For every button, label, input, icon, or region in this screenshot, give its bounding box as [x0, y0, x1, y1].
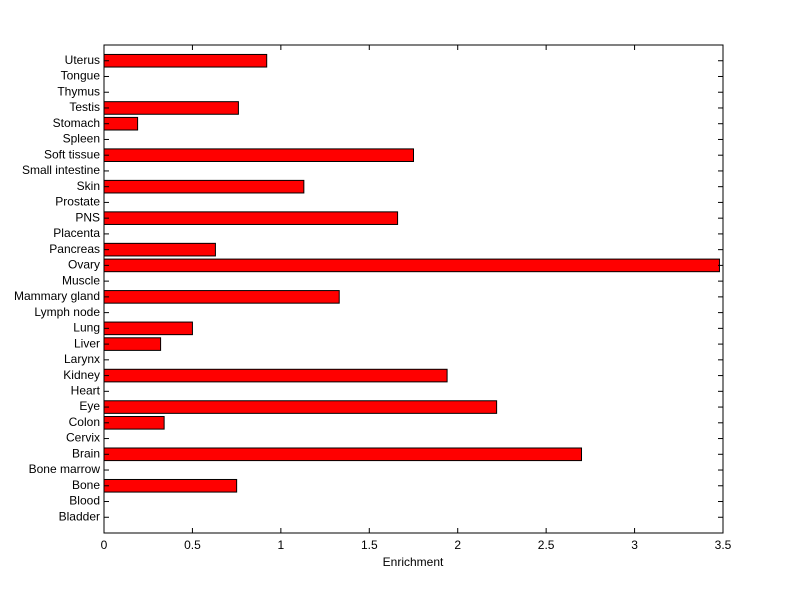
y-tick-label: Spleen: [63, 132, 100, 146]
y-tick-label: Ovary: [68, 258, 100, 272]
y-tick-label: Colon: [69, 415, 100, 429]
x-axis-label: Enrichment: [383, 555, 444, 569]
y-tick-label: Bladder: [59, 509, 100, 523]
bar: [103, 101, 239, 115]
y-tick-label: Pancreas: [49, 242, 100, 256]
y-tick-label: Tongue: [61, 69, 101, 83]
bar: [103, 416, 165, 430]
x-tick-label: 2: [454, 538, 461, 552]
bar: [103, 321, 193, 336]
x-tick-label: 1.5: [361, 538, 378, 552]
bar: [103, 368, 448, 383]
x-tick-label: 0.5: [184, 538, 201, 552]
y-tick-label: Prostate: [55, 195, 100, 209]
y-tick-label: Eye: [79, 399, 100, 413]
y-tick-label: Lung: [73, 321, 100, 335]
bar: [103, 242, 216, 257]
y-tick-label: Testis: [69, 100, 100, 114]
x-tick-label: 0: [101, 538, 108, 552]
y-tick-label: Liver: [74, 336, 100, 350]
y-tick-label: Thymus: [57, 84, 100, 98]
y-tick-label: Soft tissue: [44, 147, 100, 161]
y-tick-label: Larynx: [64, 352, 100, 366]
bar: [103, 400, 498, 414]
bar: [103, 258, 720, 273]
y-tick-label: Bone: [72, 478, 100, 492]
bar: [103, 179, 305, 194]
bar: [103, 148, 414, 162]
bar: [103, 53, 268, 68]
y-tick-label: Stomach: [53, 116, 100, 130]
y-tick-label: Lymph node: [34, 305, 100, 319]
x-tick-label: 3.5: [715, 538, 732, 552]
y-tick-label: Skin: [77, 179, 100, 193]
x-tick-label: 2.5: [538, 538, 555, 552]
y-tick-label: Placenta: [53, 226, 100, 240]
y-tick-label: Uterus: [65, 53, 100, 67]
bar: [103, 116, 139, 131]
y-tick-label: Muscle: [62, 273, 100, 287]
x-tick-label: 1: [278, 538, 285, 552]
y-tick-label: Bone marrow: [29, 462, 101, 476]
plot-frame: [103, 44, 724, 534]
bar: [103, 447, 583, 462]
y-tick-label: Small intestine: [22, 163, 100, 177]
y-tick-label: Brain: [72, 446, 100, 460]
bar: [103, 337, 162, 351]
bar: [103, 211, 399, 225]
y-tick-label: Cervix: [66, 431, 100, 445]
bar: [103, 290, 340, 304]
bar: [103, 478, 238, 493]
y-tick-label: Blood: [69, 494, 100, 508]
y-tick-label: Mammary gland: [14, 289, 100, 303]
x-tick-label: 3: [631, 538, 638, 552]
y-tick-label: Kidney: [63, 368, 100, 382]
y-tick-label: PNS: [75, 210, 100, 224]
y-tick-label: Heart: [71, 383, 101, 397]
